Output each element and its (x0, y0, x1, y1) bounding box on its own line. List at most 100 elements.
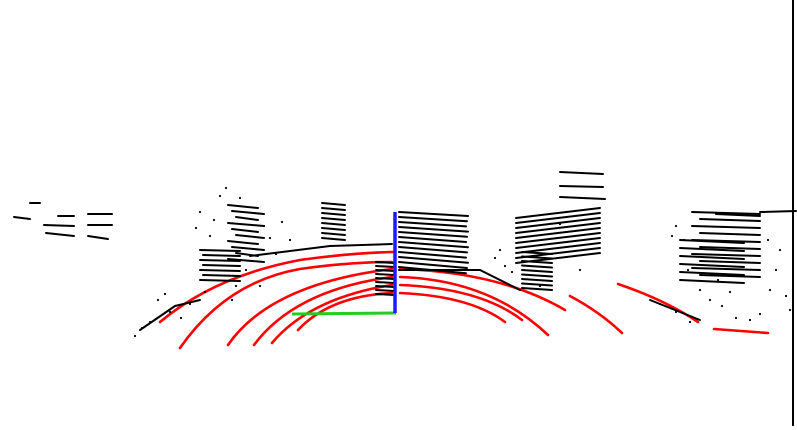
ground-ring (398, 283, 524, 322)
viewport-edge (792, 0, 794, 426)
obstacle-scan-line (521, 278, 553, 282)
obstacle-point (766, 238, 770, 242)
obstacle-scan-line (235, 216, 259, 221)
obstacle-scan-line (375, 261, 395, 264)
obstacle-point (708, 298, 712, 302)
obstacle-scan-line (375, 289, 395, 292)
obstacle-scan-line (521, 255, 553, 260)
obstacle-point (688, 320, 692, 324)
obstacle-scan-line (715, 213, 761, 217)
obstacle-point (179, 316, 183, 320)
obstacle-scan-line (375, 281, 395, 284)
obstacle-point (788, 308, 792, 312)
ground-ring (178, 260, 394, 350)
obstacle-scan-line (375, 293, 395, 296)
obstacle-scan-line (679, 271, 745, 276)
obstacle-scan-line (699, 246, 761, 250)
obstacle-scan-line (45, 232, 75, 237)
obstacle-scan-line (199, 249, 241, 252)
obstacle-scan-line (375, 273, 395, 276)
ground-ring (712, 327, 770, 335)
obstacle-scan-line (202, 254, 241, 257)
obstacle-point (748, 318, 752, 322)
obstacle-scan-line (515, 242, 601, 254)
obstacle-scan-line (375, 277, 395, 280)
obstacle-point (133, 334, 137, 338)
obstacle-point (578, 268, 582, 272)
obstacle-scan-line (679, 279, 745, 284)
obstacle-point (682, 238, 686, 242)
obstacle-scan-line (521, 264, 553, 269)
obstacle-scan-line (699, 232, 761, 236)
obstacle-scan-line (202, 274, 241, 277)
ground-points (158, 250, 770, 350)
obstacle-scan-line (199, 279, 241, 282)
obstacle-scan-line (649, 299, 701, 321)
obstacle-scan-line (515, 222, 601, 234)
obstacle-scan-line (699, 218, 761, 222)
obstacle-point (288, 238, 292, 242)
obstacle-scan-line (375, 285, 395, 288)
obstacle-scan-line (515, 237, 601, 249)
obstacle-point (498, 248, 502, 252)
obstacle-scan-line (227, 204, 259, 209)
obstacle-point (203, 290, 207, 294)
obstacle-point (194, 226, 198, 230)
obstacle-scan-line (679, 239, 745, 244)
ground-ring (270, 283, 394, 345)
ground-ring (226, 267, 394, 347)
obstacle-scan-line (559, 171, 604, 175)
obstacle-scan-line (559, 196, 606, 200)
obstacle-scan-line (398, 261, 468, 269)
obstacle-point (686, 268, 690, 272)
obstacle-point (208, 234, 212, 238)
obstacle-scan-line (398, 241, 469, 249)
obstacle-scan-line (515, 207, 601, 219)
obstacle-scan-line (521, 282, 553, 287)
obstacle-scan-line (515, 212, 601, 224)
obstacle-scan-line (249, 245, 331, 257)
obstacle-point (148, 320, 152, 324)
obstacle-scan-line (321, 207, 346, 211)
obstacle-scan-line (174, 299, 201, 307)
obstacle-scan-line (691, 225, 761, 229)
obstacle-point (510, 270, 514, 274)
obstacle-scan-line (375, 269, 395, 272)
obstacle-scan-line (398, 251, 467, 259)
obstacle-scan-line (13, 216, 31, 220)
obstacle-point (728, 290, 732, 294)
obstacle-point (674, 224, 678, 228)
obstacle-point (156, 298, 160, 302)
obstacle-scan-line (321, 227, 346, 231)
obstacle-scan-line (321, 212, 346, 216)
obstacle-scan-line (375, 265, 395, 268)
obstacle-scan-line (515, 217, 601, 229)
obstacle-point (188, 302, 192, 306)
obstacle-point (234, 284, 238, 288)
obstacle-scan-line (515, 227, 601, 239)
obstacle-scan-line (321, 232, 346, 236)
x-axis (291, 311, 397, 316)
obstacle-scan-line (202, 264, 241, 267)
obstacle-point (758, 312, 762, 316)
obstacle-scan-line (139, 305, 176, 331)
obstacle-scan-line (691, 253, 761, 257)
obstacle-point (140, 326, 144, 330)
ground-ring (252, 275, 394, 347)
ground-ring (568, 294, 624, 335)
obstacle-point (224, 186, 228, 190)
obstacle-scan-line (679, 263, 745, 268)
obstacle-scan-line (321, 237, 346, 241)
obstacle-scan-line (227, 258, 265, 263)
obstacle-point (698, 288, 702, 292)
obstacle-scan-line (691, 211, 761, 215)
obstacle-point (268, 236, 272, 240)
ground-ring (398, 291, 507, 324)
obstacle-scan-line (227, 222, 265, 227)
obstacle-point (163, 292, 167, 296)
obstacle-scan-line (398, 221, 467, 228)
obstacle-scan-line (559, 185, 604, 188)
obstacle-scan-line (759, 210, 797, 213)
